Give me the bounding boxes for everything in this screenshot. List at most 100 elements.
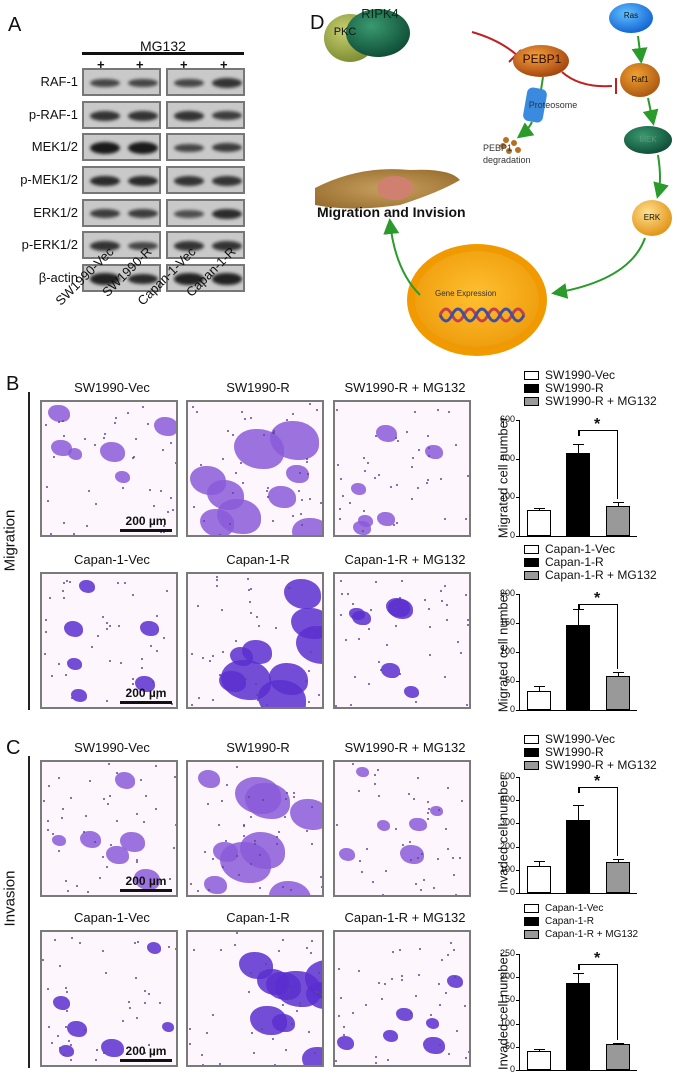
pore-dot [258, 886, 261, 889]
bar [566, 452, 590, 536]
pore-dot [250, 612, 253, 615]
pore-dot [390, 977, 393, 980]
pore-dot [42, 799, 45, 802]
y-tick-label: 0 [509, 1064, 515, 1074]
pore-dot [133, 455, 136, 458]
pore-dot [197, 605, 200, 608]
pore-dot [374, 1055, 377, 1058]
pore-dot [248, 796, 251, 799]
pore-dot [321, 613, 322, 615]
pore-dot [316, 409, 319, 412]
error-bar [539, 685, 540, 691]
pore-dot [109, 625, 112, 628]
pore-dot [445, 992, 448, 995]
legend-item: SW1990-R [524, 745, 604, 759]
pore-dot [371, 880, 374, 883]
pore-dot [437, 409, 440, 412]
pore-dot [417, 449, 420, 452]
pore-dot [285, 419, 288, 422]
pore-dot [195, 410, 198, 413]
pore-dot [163, 636, 166, 639]
pore-dot [319, 876, 322, 879]
stained-cell-cluster [197, 770, 221, 788]
pore-dot [64, 673, 67, 676]
pore-dot [284, 815, 287, 818]
pore-dot [441, 600, 444, 603]
error-cap [613, 1042, 624, 1044]
pore-dot [228, 523, 231, 526]
pore-dot [466, 474, 469, 477]
pore-dot [103, 1052, 106, 1055]
pore-dot [64, 880, 67, 883]
pore-dot [386, 644, 389, 647]
bar [527, 690, 551, 710]
protein-band [174, 110, 204, 121]
pore-dot [58, 849, 61, 852]
pore-dot [197, 889, 200, 892]
pore-dot [360, 617, 363, 620]
stained-cell-cluster [114, 772, 136, 789]
legend-swatch [524, 904, 539, 913]
pore-dot [362, 456, 365, 459]
pore-dot [416, 856, 419, 859]
pore-dot [457, 641, 460, 644]
pore-dot [301, 499, 304, 502]
pore-dot [285, 1048, 288, 1051]
pore-dot [106, 866, 109, 869]
stained-cell-cluster [377, 512, 395, 526]
protein-band [212, 273, 242, 285]
stained-cell-cluster [289, 798, 322, 831]
pore-dot [394, 828, 397, 831]
stained-cell-cluster [270, 420, 319, 460]
pkc-node: PKC [333, 26, 357, 38]
pore-dot [350, 704, 353, 707]
pore-dot [427, 807, 430, 810]
significance-bracket [578, 604, 618, 669]
bar [606, 1044, 630, 1070]
stained-cell-cluster [134, 676, 156, 693]
pore-dot [274, 626, 277, 629]
micrograph-title: SW1990-Vec [74, 380, 150, 395]
pore-dot [393, 605, 396, 608]
proteasome-label: Proteosome [528, 100, 578, 110]
micrograph-title: Capan-1-R + MG132 [344, 910, 466, 925]
legend-swatch [524, 544, 539, 554]
pore-dot [136, 813, 138, 816]
y-tick [516, 1046, 519, 1048]
pore-dot [444, 585, 447, 588]
y-tick-label: 100 [499, 1017, 515, 1028]
stained-cell-cluster [120, 831, 145, 852]
pore-dot [215, 578, 218, 581]
pore-dot [411, 465, 413, 468]
pore-dot [340, 579, 343, 582]
pore-dot [108, 763, 111, 766]
pore-dot [468, 1050, 469, 1053]
pore-dot [343, 1034, 346, 1037]
pore-dot [446, 848, 449, 851]
stained-cell-cluster [446, 975, 464, 989]
blot-strip [82, 133, 161, 161]
pore-dot [66, 1009, 69, 1012]
stained-cell-cluster [58, 1044, 74, 1057]
pore-dot [192, 505, 195, 508]
pore-dot [315, 990, 318, 993]
y-tick [516, 800, 519, 802]
pore-dot [384, 983, 387, 986]
significance-star: * [594, 416, 601, 433]
pore-dot [377, 794, 380, 797]
protein-band [212, 143, 242, 153]
y-tick [516, 893, 519, 894]
scale-bar: 200 µm [120, 514, 172, 532]
pore-dot [190, 883, 193, 886]
legend-swatch [524, 557, 539, 567]
pore-dot [109, 659, 112, 662]
pore-dot [162, 448, 165, 451]
pore-dot [445, 603, 448, 606]
pore-dot [437, 982, 440, 985]
pore-dot [257, 698, 259, 701]
micrograph-image [186, 930, 324, 1067]
pore-dot [72, 533, 75, 535]
pore-dot [420, 853, 423, 856]
pore-dot [464, 518, 467, 521]
pore-dot [78, 942, 81, 945]
